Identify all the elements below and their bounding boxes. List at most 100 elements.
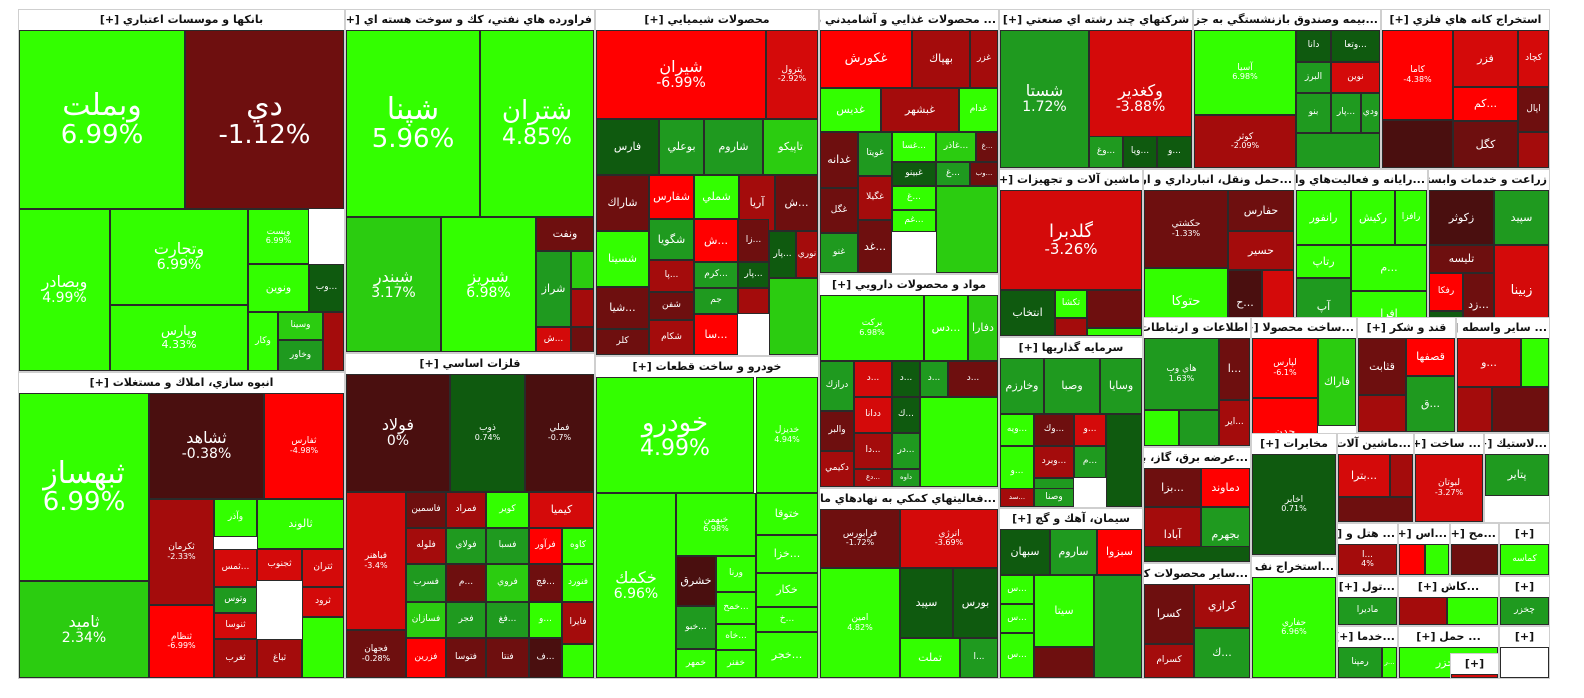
sector-title[interactable]: ...بيمه وصندوق بازنشستگي به جزتامين ا [+… <box>1194 10 1380 30</box>
sector-title[interactable]: شركتهاي چند رشته اي صنعتي [+] <box>1000 10 1192 30</box>
stock-tile[interactable] <box>1144 546 1250 562</box>
stock-tile[interactable] <box>936 186 998 273</box>
stock-tile[interactable]: ...ف <box>529 638 562 678</box>
stock-tile[interactable]: ثبهساز 6.99% <box>19 393 149 581</box>
stock-tile[interactable] <box>571 327 594 352</box>
stock-tile[interactable]: ...سد <box>1000 488 1034 507</box>
stock-tile[interactable]: ...غ <box>892 186 936 210</box>
stock-tile[interactable]: فولاي <box>446 528 486 564</box>
stock-tile[interactable]: ...وتعا <box>1331 30 1380 62</box>
stock-tile[interactable]: داوه <box>892 469 920 487</box>
stock-tile[interactable] <box>920 397 998 487</box>
stock-tile[interactable]: خودرو 4.99% <box>596 377 754 493</box>
stock-tile[interactable]: قصفها <box>1406 338 1455 376</box>
stock-tile[interactable]: ثكرمان -2.33% <box>149 499 214 605</box>
stock-tile[interactable] <box>1451 674 1498 678</box>
stock-tile[interactable]: دانا <box>1296 30 1331 62</box>
stock-tile[interactable]: ذوب 0.74% <box>450 374 525 492</box>
stock-tile[interactable]: ...غاذر <box>936 132 976 162</box>
stock-tile[interactable]: شراز <box>536 251 571 327</box>
stock-tile[interactable]: ختوقا <box>756 493 818 535</box>
stock-tile[interactable] <box>1338 497 1413 522</box>
stock-tile[interactable]: ...ا <box>960 638 998 678</box>
stock-tile[interactable] <box>1087 290 1142 328</box>
stock-tile[interactable]: فايرا <box>562 602 594 644</box>
stock-tile[interactable]: ...غ <box>976 132 998 162</box>
stock-tile[interactable]: سبهان <box>1000 529 1050 575</box>
stock-tile[interactable]: فتوسا <box>446 638 486 678</box>
stock-tile[interactable]: وسايا <box>1100 358 1142 414</box>
stock-tile[interactable]: تكشا <box>1055 290 1087 318</box>
stock-tile[interactable]: ونفت <box>536 217 594 251</box>
stock-tile[interactable] <box>571 251 594 289</box>
stock-tile[interactable] <box>1425 544 1449 575</box>
stock-tile[interactable]: ...غم <box>892 210 936 232</box>
stock-tile[interactable] <box>1106 414 1142 507</box>
sector-title[interactable]: مواد و محصولات دارويي [+] <box>820 275 998 295</box>
stock-tile[interactable]: ثنوسا <box>214 613 257 639</box>
stock-tile[interactable]: تملت <box>900 638 960 678</box>
stock-tile[interactable] <box>1500 647 1549 678</box>
stock-tile[interactable] <box>302 617 344 678</box>
stock-tile[interactable]: ثتران <box>302 549 344 587</box>
sector-title[interactable]: ...تول [+] <box>1338 577 1397 597</box>
stock-tile[interactable]: كچاد <box>1518 30 1549 87</box>
sector-title[interactable]: ...لاستيك [+] <box>1485 434 1549 454</box>
stock-tile[interactable]: ...م <box>1351 245 1427 291</box>
stock-tile[interactable]: خشرق <box>676 556 716 606</box>
stock-tile[interactable] <box>1358 395 1406 432</box>
stock-tile[interactable]: ثشاهد -0.38% <box>149 393 264 499</box>
stock-tile[interactable]: كگل <box>1453 121 1518 168</box>
sector-title[interactable]: ...حمل ونقل، انبارداري و ارتباط [+] <box>1144 170 1294 190</box>
sector-title[interactable]: [+] <box>1500 524 1549 544</box>
stock-tile[interactable] <box>571 289 594 327</box>
stock-tile[interactable]: غبشهر <box>881 88 959 132</box>
stock-tile[interactable]: وپست 6.99% <box>248 209 309 264</box>
stock-tile[interactable]: ثرود <box>302 587 344 617</box>
stock-tile[interactable]: پترول -2.92% <box>766 30 818 119</box>
stock-tile[interactable]: ...خمح <box>716 592 756 624</box>
stock-tile[interactable]: فلوله <box>406 528 446 564</box>
stock-tile[interactable] <box>1399 597 1447 625</box>
stock-tile[interactable]: دكيمي <box>820 451 854 487</box>
stock-tile[interactable]: ...ش <box>775 175 818 231</box>
stock-tile[interactable]: وپارس 4.33% <box>110 305 248 371</box>
stock-tile[interactable]: ثغرب <box>214 639 257 678</box>
sector-title[interactable]: ...عرضه برق، گاز، بخ [+] <box>1144 448 1250 468</box>
stock-tile[interactable]: ثباغ <box>257 639 302 678</box>
stock-tile[interactable]: سپيد <box>1494 190 1549 245</box>
stock-tile[interactable]: وتوس <box>214 587 257 613</box>
stock-tile[interactable]: ...س <box>1000 575 1034 604</box>
stock-tile[interactable]: غدانه <box>820 132 858 188</box>
stock-tile[interactable]: البرز <box>1296 62 1331 93</box>
stock-tile[interactable]: غگل <box>820 188 858 233</box>
stock-tile[interactable]: بنو <box>1296 93 1331 133</box>
stock-tile[interactable]: ثاميد 2.34% <box>19 581 149 678</box>
stock-tile[interactable]: رتاپ <box>1296 245 1351 278</box>
stock-tile[interactable]: ...غسا <box>892 132 936 162</box>
stock-tile[interactable]: شبريز 6.98% <box>441 217 536 352</box>
stock-tile[interactable]: ...فغ <box>486 602 529 638</box>
stock-tile[interactable]: شپنا 5.96% <box>346 30 480 217</box>
stock-tile[interactable]: ...فج <box>529 564 562 602</box>
stock-tile[interactable] <box>1055 318 1087 336</box>
stock-tile[interactable]: ...خبو <box>676 606 716 649</box>
stock-tile[interactable]: ...س <box>1000 604 1034 633</box>
stock-tile[interactable]: ...كرم <box>694 262 738 288</box>
stock-tile[interactable]: شبندر 3.17% <box>346 217 441 352</box>
stock-tile[interactable]: ...م <box>446 564 486 602</box>
stock-tile[interactable]: تليسه <box>1429 245 1494 273</box>
stock-tile[interactable]: لپارس -6.1% <box>1252 338 1318 398</box>
stock-tile[interactable]: ...خجر <box>756 632 818 678</box>
stock-tile[interactable] <box>1094 575 1142 678</box>
stock-tile[interactable]: ...خاه <box>716 624 756 650</box>
stock-tile[interactable] <box>1521 338 1549 387</box>
stock-tile[interactable]: انتخاب <box>1000 290 1055 336</box>
sector-title[interactable]: ...ساير محصولات كا [+] <box>1144 564 1250 584</box>
stock-tile[interactable]: ...و <box>1074 414 1106 446</box>
stock-tile[interactable]: وبصادر 4.99% <box>19 209 110 371</box>
stock-tile[interactable]: ...ك <box>1194 628 1250 678</box>
stock-tile[interactable]: كوير <box>486 492 529 528</box>
stock-tile[interactable] <box>1382 120 1453 168</box>
stock-tile[interactable]: فجهان -0.28% <box>346 630 406 678</box>
